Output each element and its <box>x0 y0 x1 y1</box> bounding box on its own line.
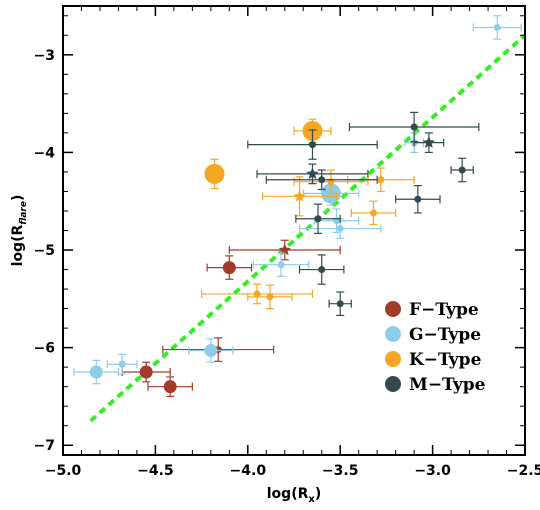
data-point <box>256 163 369 185</box>
circle-marker <box>458 166 466 174</box>
circle-marker <box>336 225 344 233</box>
data-point <box>328 291 352 317</box>
series-m-type <box>247 111 480 317</box>
circle-marker <box>222 261 236 275</box>
data-point <box>201 283 314 305</box>
star-marker <box>306 167 319 180</box>
x-tick-label: −3.5 <box>322 463 359 479</box>
y-tick-label: −4 <box>34 145 56 161</box>
y-tick-label: −6 <box>34 341 55 357</box>
data-point <box>395 185 441 214</box>
data-point <box>295 203 341 235</box>
circle-marker <box>318 266 326 274</box>
data-point <box>206 255 253 280</box>
data-point <box>247 129 378 160</box>
x-tick-label: −5.0 <box>45 463 82 479</box>
circle-marker <box>163 380 177 394</box>
legend-label: M−Type <box>409 375 486 395</box>
x-tick-label: −4.5 <box>137 463 174 479</box>
data-point <box>252 252 310 277</box>
data-point <box>450 157 474 183</box>
legend: F−Type G−Type K−Type M−Type <box>385 300 486 395</box>
circle-marker <box>414 195 422 203</box>
star-marker <box>293 189 306 202</box>
legend-swatch <box>385 301 401 317</box>
circle-marker <box>314 215 322 223</box>
y-axis-label: log(Rflare) <box>10 195 29 267</box>
circle-marker <box>369 209 377 217</box>
y-tick-label: −3 <box>34 48 55 64</box>
circle-marker <box>308 141 316 149</box>
x-tick-label: −2.5 <box>507 463 540 479</box>
circle-marker <box>318 176 326 184</box>
data-point <box>73 359 120 385</box>
data-point <box>106 353 138 375</box>
y-tick-label: −7 <box>34 438 55 454</box>
legend-label: K−Type <box>409 350 482 370</box>
data-point <box>472 15 522 40</box>
data-point <box>247 284 293 310</box>
circle-marker <box>253 290 261 298</box>
circle-marker <box>204 163 225 184</box>
x-tick-label: −3.0 <box>414 463 451 479</box>
legend-swatch <box>385 376 401 392</box>
circle-marker <box>118 360 126 368</box>
data-point <box>265 169 378 191</box>
data-point <box>348 111 480 143</box>
data-point <box>121 361 171 383</box>
series-k-type <box>201 118 415 310</box>
circle-marker <box>410 123 418 131</box>
circle-marker <box>89 365 103 379</box>
data-point <box>413 132 445 154</box>
x-axis-label: log(Rx) <box>267 486 321 505</box>
star-marker <box>278 243 291 256</box>
circle-marker <box>204 344 218 358</box>
star-marker <box>422 136 436 148</box>
data-point <box>298 254 345 285</box>
data-point <box>188 338 234 363</box>
legend-label: G−Type <box>409 325 481 345</box>
series-f-type <box>121 239 341 398</box>
data-point <box>204 158 225 190</box>
legend-label: F−Type <box>409 300 479 320</box>
data-point <box>228 239 341 261</box>
x-tick-label: −4.0 <box>230 463 267 479</box>
circle-marker <box>139 365 153 379</box>
circle-marker <box>266 293 274 301</box>
legend-swatch <box>385 326 401 342</box>
data-point <box>261 176 338 217</box>
data-point <box>350 200 397 226</box>
data-point <box>147 376 193 398</box>
y-tick-label: −5 <box>34 243 55 259</box>
legend-swatch <box>385 351 401 367</box>
circle-marker <box>493 23 501 31</box>
circle-marker <box>277 261 285 269</box>
circle-marker <box>336 300 344 308</box>
circle-marker <box>377 176 385 184</box>
data-point <box>162 337 275 362</box>
